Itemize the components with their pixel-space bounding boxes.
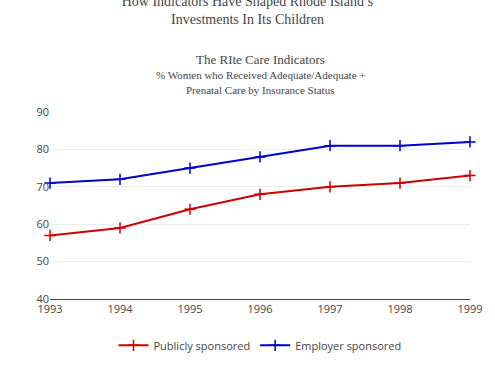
svg-text:Employer sponsored: Employer sponsored [295, 338, 401, 353]
svg-text:70: 70 [36, 179, 49, 194]
svg-text:1998: 1998 [387, 301, 412, 316]
svg-text:1995: 1995 [177, 301, 202, 316]
svg-text:% Women who Received Adequate/: % Women who Received Adequate/Adequate + [156, 69, 365, 81]
svg-text:80: 80 [36, 141, 49, 156]
svg-text:90: 90 [36, 104, 49, 119]
svg-text:Publicly sponsored: Publicly sponsored [154, 338, 251, 353]
svg-text:1994: 1994 [107, 301, 133, 316]
svg-text:50: 50 [36, 253, 49, 268]
svg-text:1999: 1999 [457, 301, 482, 316]
svg-text:60: 60 [36, 216, 49, 231]
svg-text:1996: 1996 [247, 301, 272, 316]
svg-text:1997: 1997 [317, 301, 342, 316]
svg-text:Prenatal Care by Insurance Sta: Prenatal Care by Insurance Status [186, 84, 334, 96]
svg-text:How Indicators Have Shaped Rho: How Indicators Have Shaped Rhode Island’… [122, 0, 374, 27]
svg-text:1993: 1993 [37, 301, 62, 316]
svg-text:40: 40 [36, 291, 49, 306]
svg-text:The RIte Care Indicators: The RIte Care Indicators [196, 52, 325, 67]
